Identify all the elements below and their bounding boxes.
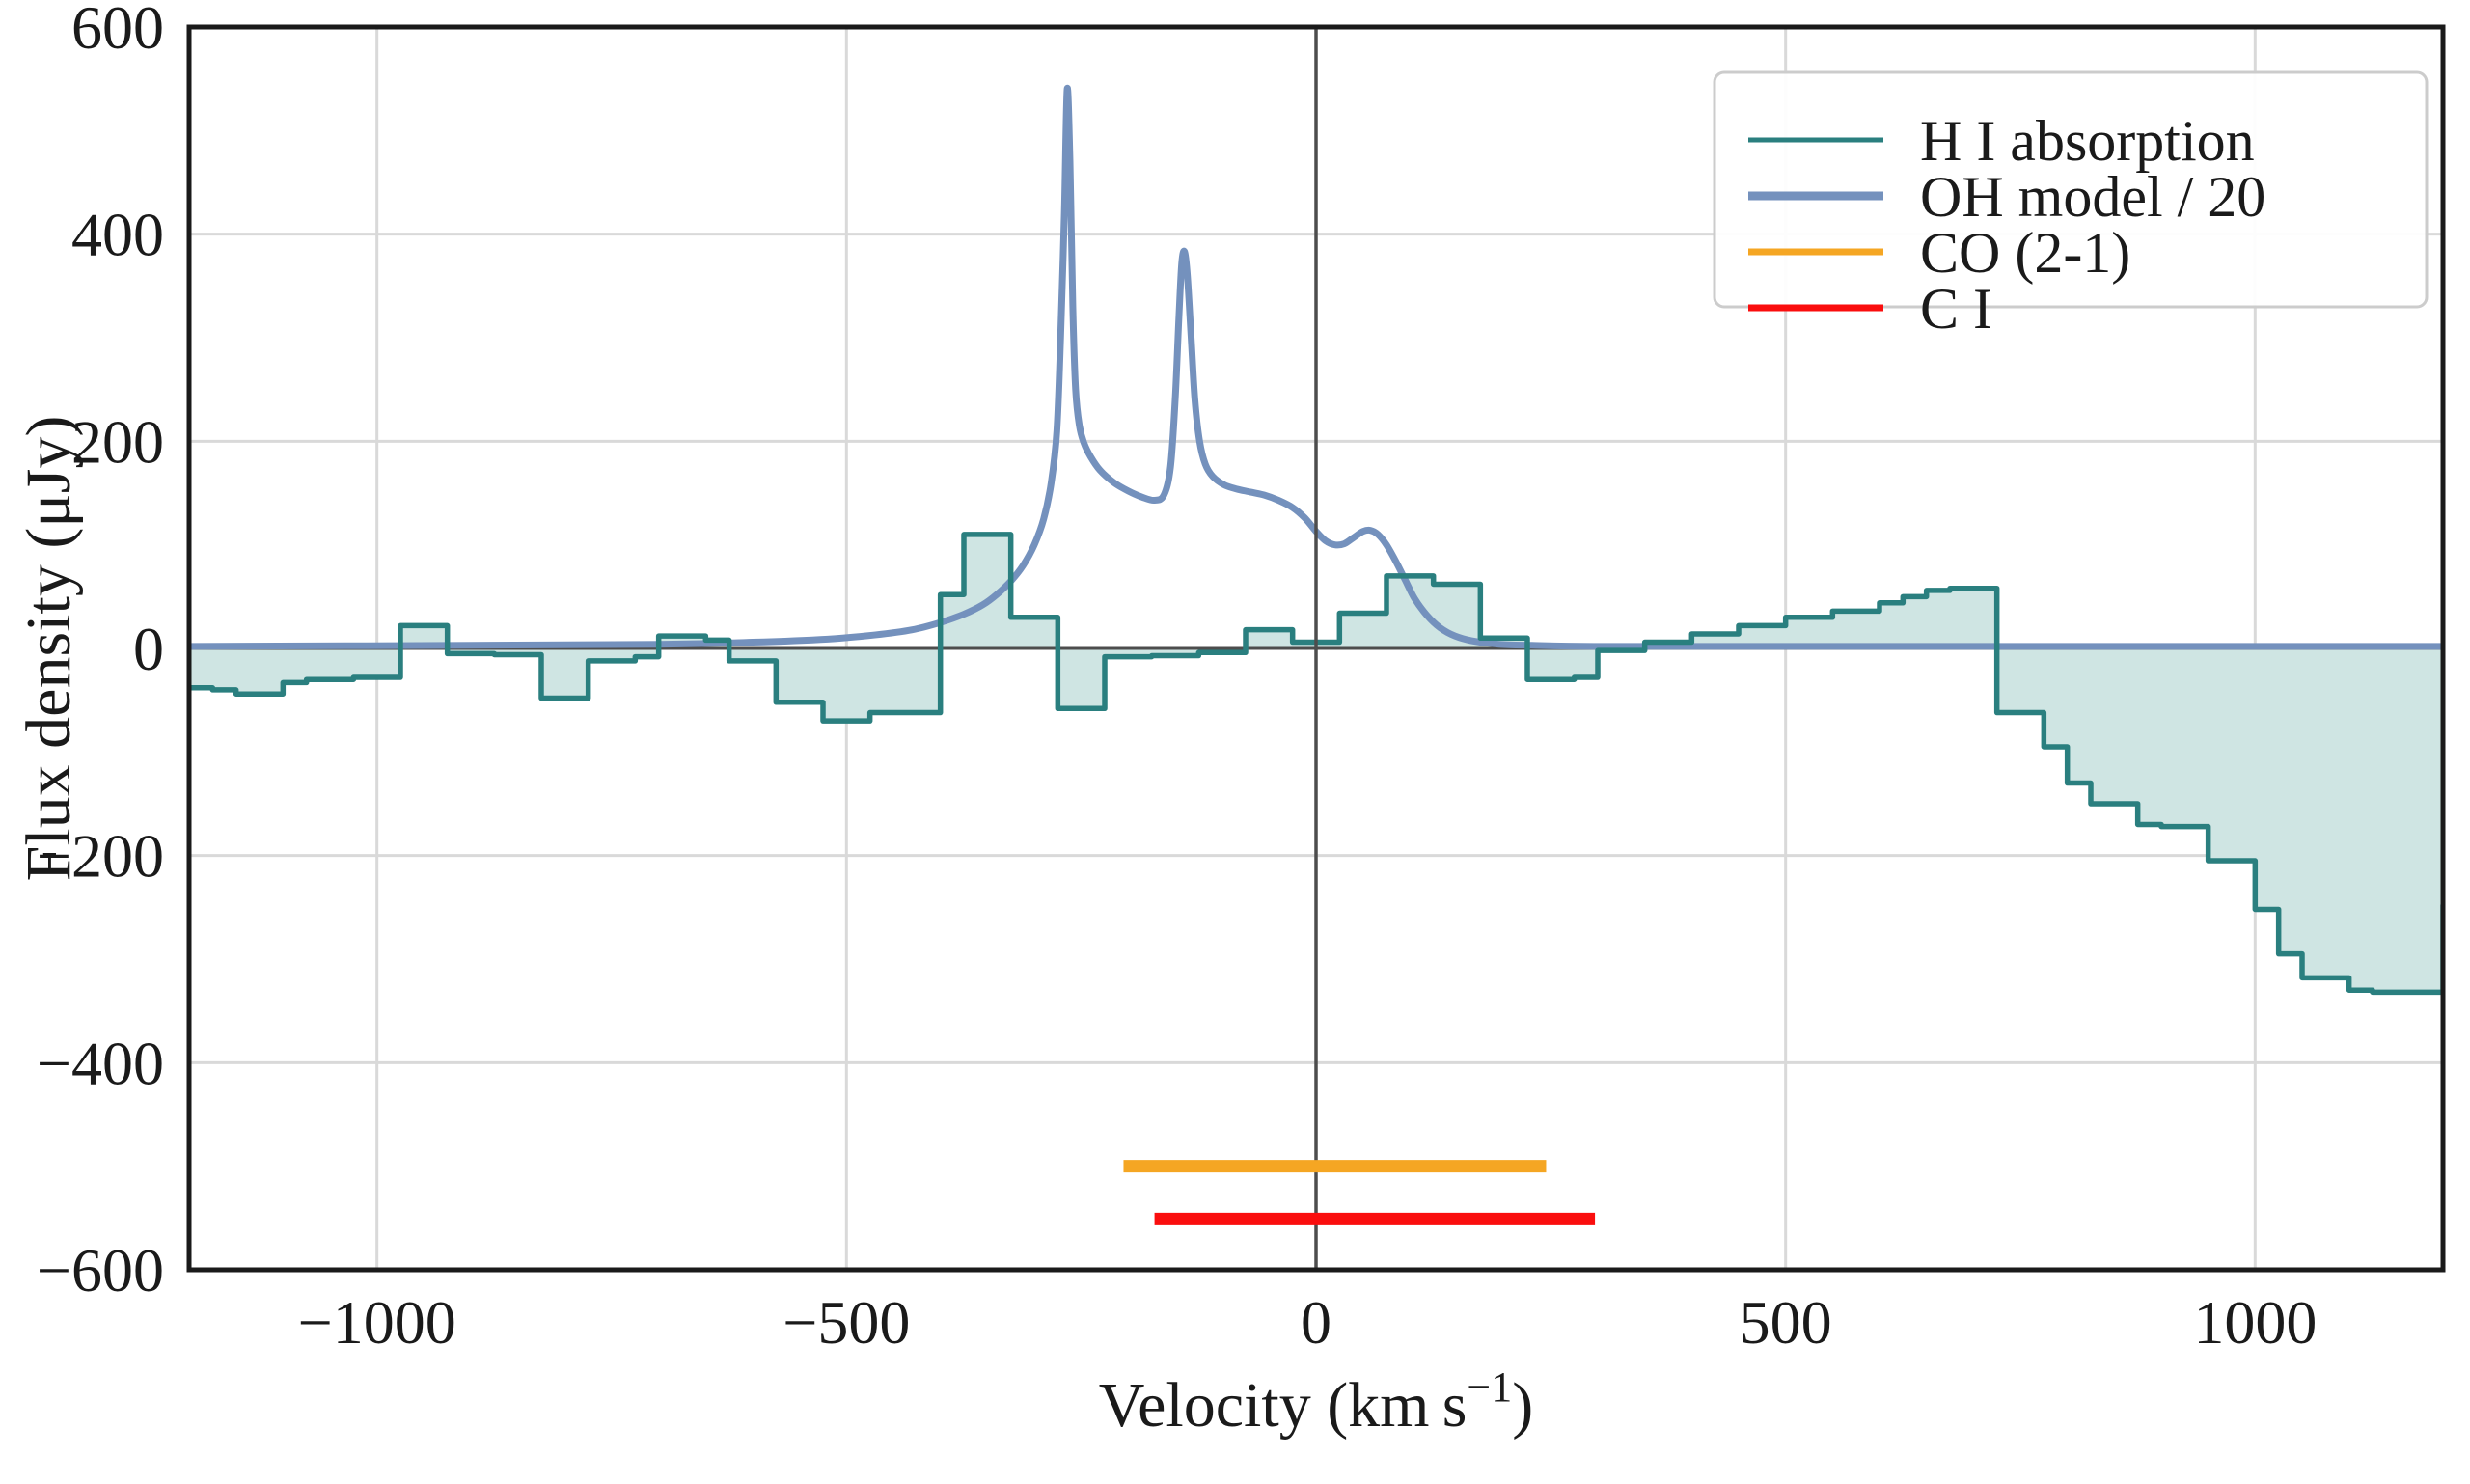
y-tick-labels: −600 −400 −200 0 200 400 600 bbox=[37, 0, 164, 1305]
legend-label[interactable]: CO (2-1) bbox=[1920, 221, 2130, 285]
x-tick-label: 500 bbox=[1740, 1288, 1832, 1357]
y-tick-label: 400 bbox=[71, 201, 164, 269]
oh-model-curve bbox=[189, 84, 2443, 650]
x-tick-label: 0 bbox=[1301, 1288, 1331, 1357]
legend-label[interactable]: C I bbox=[1920, 277, 1992, 341]
x-axis-label: Velocity (km s−1) bbox=[1099, 1363, 1533, 1441]
y-tick-label: 0 bbox=[133, 615, 164, 683]
y-axis-label: Flux density (μJy) bbox=[14, 416, 84, 882]
x-tick-labels: −1000 −500 0 500 1000 bbox=[298, 1288, 2318, 1357]
y-tick-label: −200 bbox=[37, 822, 164, 891]
y-tick-label: 600 bbox=[71, 0, 164, 62]
x-tick-label: 1000 bbox=[2193, 1288, 2317, 1357]
legend-label[interactable]: H I absorption bbox=[1920, 109, 2255, 173]
axes-frame bbox=[186, 24, 2446, 1273]
y-tick-label: −600 bbox=[37, 1236, 164, 1305]
plot-area bbox=[186, 24, 2446, 1273]
x-tick-label: −500 bbox=[782, 1288, 910, 1357]
legend-box bbox=[1713, 70, 2429, 309]
y-tick-label: −400 bbox=[37, 1029, 164, 1097]
x-tick-label: −1000 bbox=[298, 1288, 456, 1357]
svg-text:Flux density (μJy): Flux density (μJy) bbox=[14, 416, 84, 882]
y-tick-label: 200 bbox=[71, 407, 164, 476]
legend-label[interactable]: OH model / 20 bbox=[1920, 165, 2265, 229]
hi-absorption-step bbox=[189, 532, 2443, 996]
